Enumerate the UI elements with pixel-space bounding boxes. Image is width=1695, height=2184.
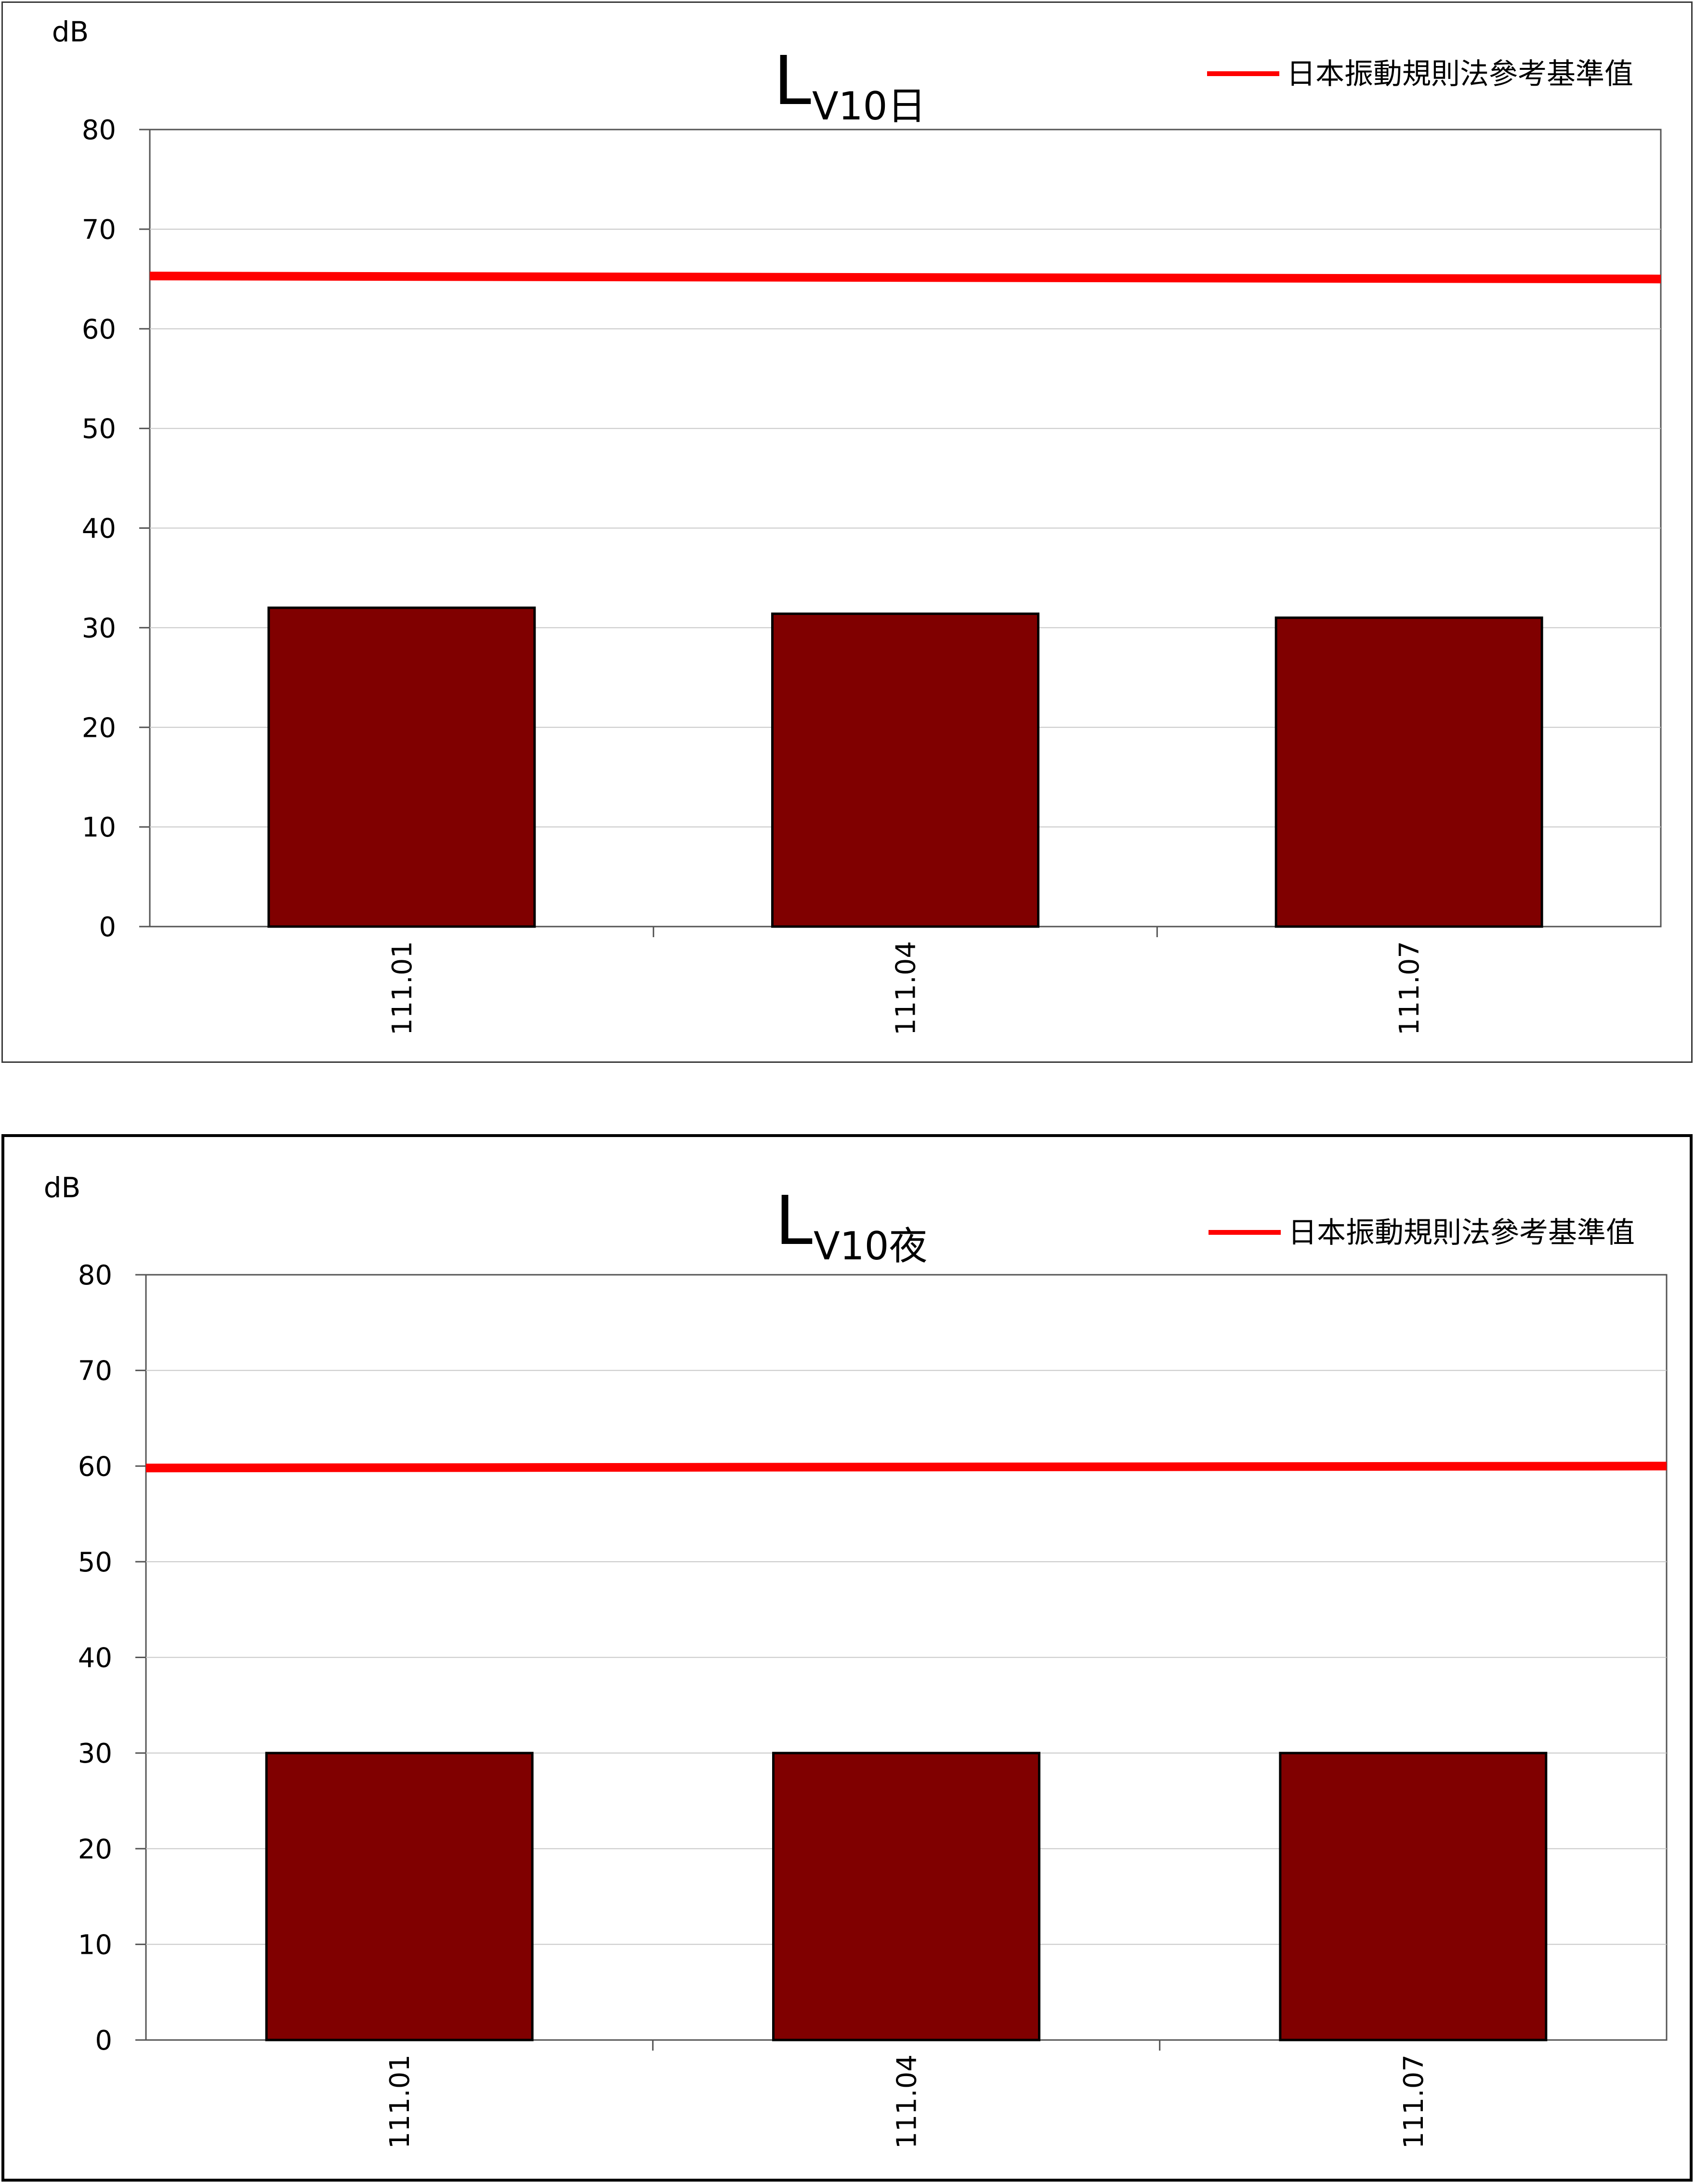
reference-line	[145, 1462, 1667, 1473]
legend-label: 日本振動規則法參考基準值	[1287, 57, 1633, 91]
x-tick-label: 111.07	[1398, 2054, 1430, 2149]
chart-day: 0 10 20 30 40 50 60 70 80 dB 111.01 111.04 111.07 L V1…	[52, 15, 1662, 1035]
chart-title-subscript: V10日	[812, 84, 926, 129]
y-tick-label: 0	[99, 912, 116, 943]
x-tick-label: 111.07	[1394, 941, 1425, 1035]
y-axis-label: dB	[44, 1171, 81, 1204]
x-tick-label: 111.01	[387, 941, 418, 1035]
y-tick-label: 20	[78, 1834, 112, 1865]
y-tick-label: 70	[78, 1356, 112, 1387]
bar	[772, 1752, 1040, 2041]
x-tick-label: 111.04	[891, 941, 922, 1035]
chart-title-main: L	[775, 1182, 813, 1260]
x-tick-label: 111.01	[384, 2054, 416, 2149]
y-tick-label: 40	[82, 513, 116, 545]
bar	[265, 1752, 534, 2041]
y-tick-label: 10	[78, 1929, 112, 1961]
bar	[1275, 616, 1543, 928]
y-tick-label: 70	[82, 214, 116, 246]
y-tick-label: 80	[78, 1260, 112, 1291]
y-tick-label: 60	[82, 314, 116, 345]
y-tick-label: 30	[78, 1738, 112, 1769]
bar	[771, 612, 1039, 928]
y-axis-label: dB	[52, 15, 89, 48]
y-tick-label: 50	[82, 414, 116, 445]
y-tick-label: 60	[78, 1451, 112, 1482]
x-tick-label: 111.04	[892, 2054, 923, 2149]
reference-line	[149, 272, 1661, 284]
chart-title-main: L	[774, 42, 811, 120]
y-tick-label: 0	[95, 2025, 112, 2056]
bar	[1279, 1752, 1548, 2041]
chart-night: 0 10 20 30 40 50 60 70 80 dB 111.01 111.04 111.07 L V1…	[44, 1171, 1668, 2149]
bar	[267, 606, 536, 928]
y-tick-label: 40	[78, 1643, 112, 1674]
chart-panel-night: 0 10 20 30 40 50 60 70 80 dB 111.01 111.04 111.07 L V1…	[1, 1134, 1693, 2182]
y-tick-label: 10	[82, 812, 116, 843]
chart-panel-day: 0 10 20 30 40 50 60 70 80 dB 111.01 111.04 111.07 L V1…	[1, 1, 1693, 1063]
y-tick-label: 30	[82, 613, 116, 644]
chart-title-subscript: V10夜	[814, 1224, 928, 1269]
y-tick-label: 50	[78, 1547, 112, 1578]
legend-label: 日本振動規則法參考基準值	[1288, 1216, 1635, 1250]
y-tick-label: 80	[82, 115, 116, 146]
y-tick-label: 20	[82, 712, 116, 744]
